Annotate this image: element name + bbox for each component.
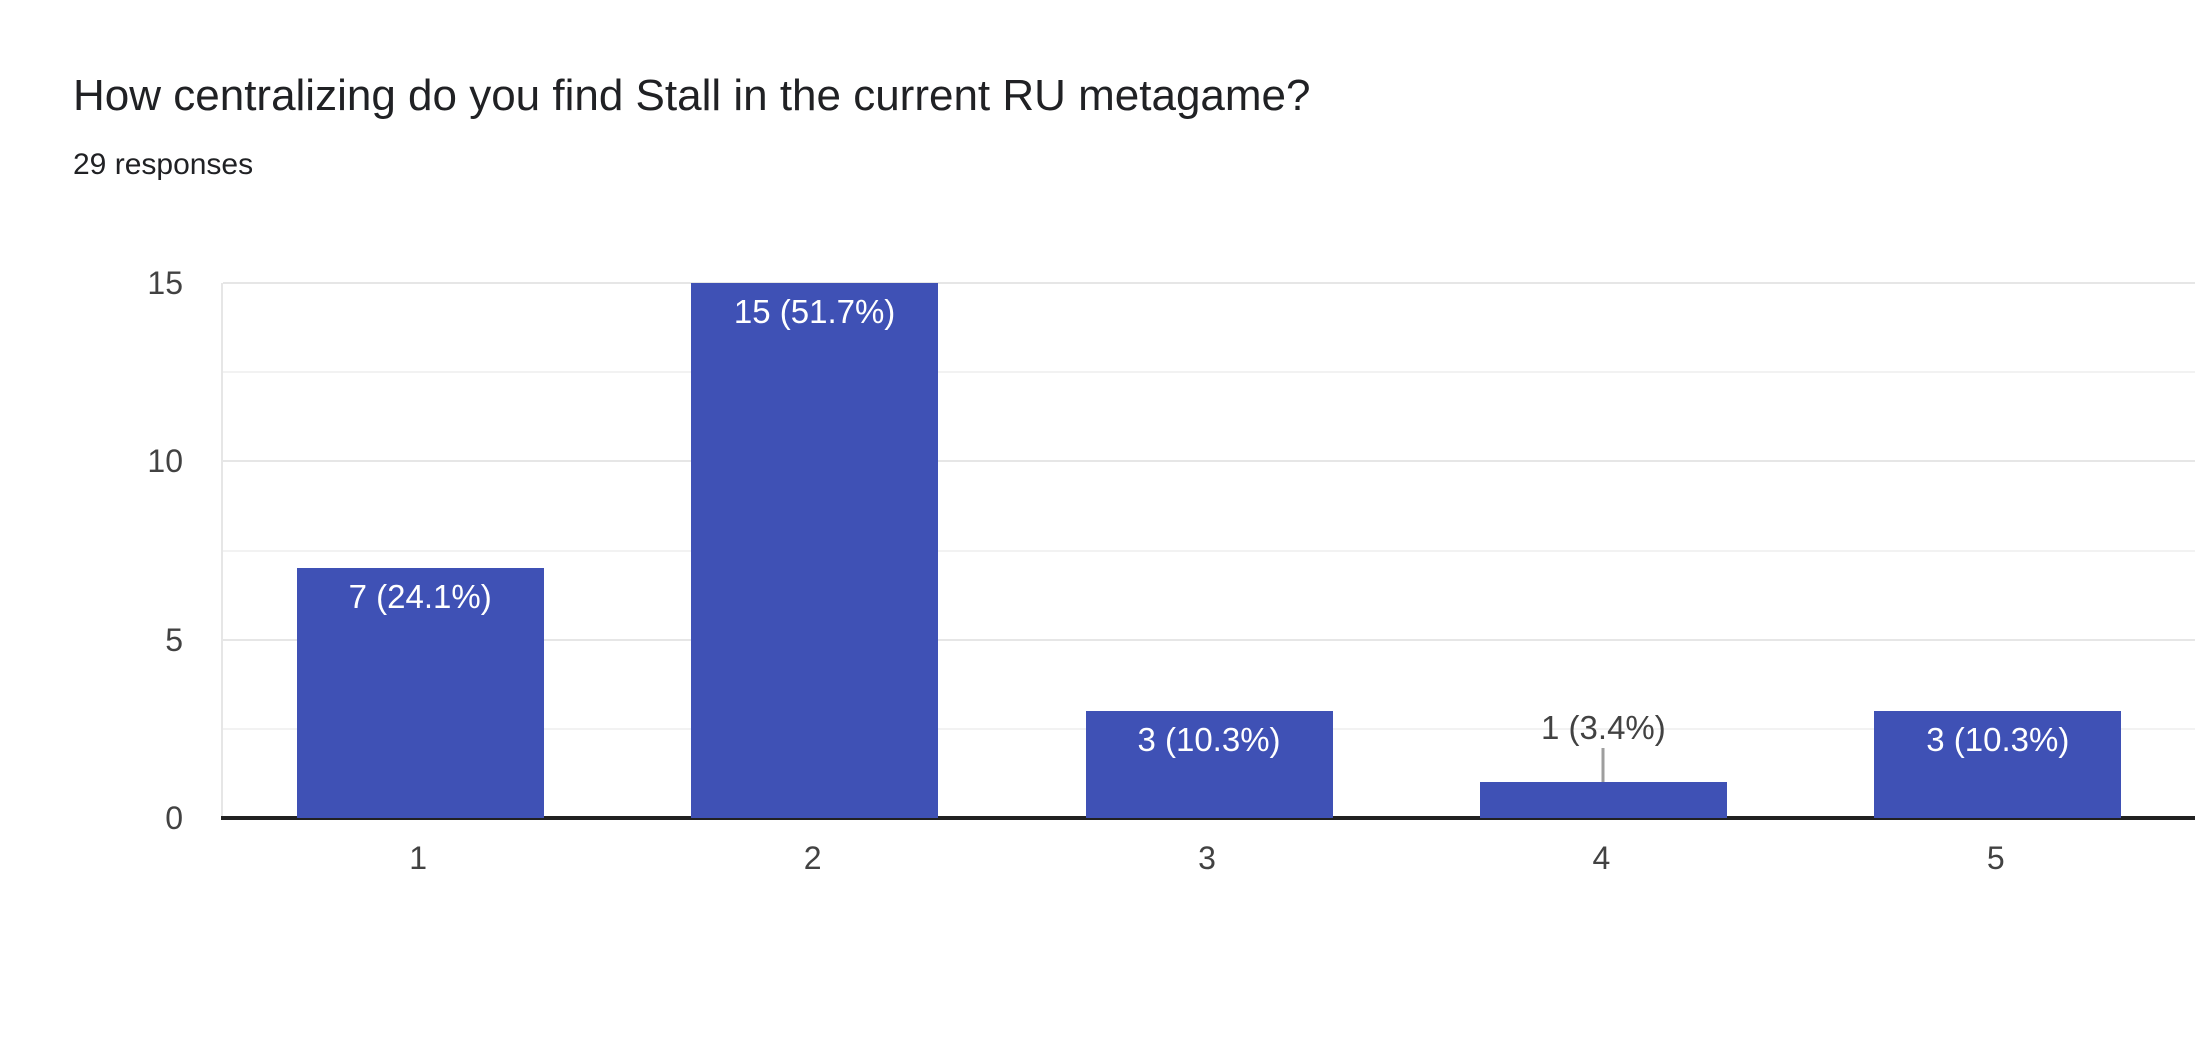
bar-label: 3 (10.3%) bbox=[1926, 721, 2070, 758]
bar-label: 7 (24.1%) bbox=[348, 578, 492, 616]
bar-label: 1 (3.4%) bbox=[1541, 709, 1666, 747]
bar: 15 (51.7%) bbox=[691, 283, 939, 818]
major-gridline bbox=[223, 282, 2195, 284]
major-gridline bbox=[223, 638, 2195, 641]
y-tick-label: 0 bbox=[165, 800, 183, 836]
x-tick-label: 5 bbox=[1986, 840, 2005, 876]
bar-callout-stem bbox=[1601, 748, 1605, 783]
bar-label: 15 (51.7%) bbox=[733, 293, 896, 330]
question-title: How centralizing do you find Stall in th… bbox=[73, 71, 1311, 120]
x-axis-baseline bbox=[221, 816, 2195, 820]
x-tick-label: 4 bbox=[1592, 840, 1611, 876]
bar bbox=[1479, 782, 1727, 818]
bar: 3 (10.3%) bbox=[1085, 711, 1333, 818]
bar-label: 3 (10.3%) bbox=[1137, 721, 1281, 758]
y-tick-label: 10 bbox=[147, 443, 183, 480]
minor-gridline bbox=[223, 371, 2195, 374]
major-gridline bbox=[223, 460, 2195, 463]
x-tick-label: 1 bbox=[409, 840, 428, 876]
y-tick-label: 15 bbox=[147, 265, 183, 301]
y-tick-label: 5 bbox=[165, 621, 183, 658]
minor-gridline bbox=[223, 549, 2195, 552]
x-tick-label: 3 bbox=[1198, 840, 1216, 876]
response-count: 29 responses bbox=[73, 148, 254, 181]
bar: 7 (24.1%) bbox=[296, 568, 544, 818]
plot-area: 7 (24.1%) 15 (51.7%) 3 (10.3%) 1 (3.4%) 3 (1… bbox=[221, 282, 2195, 820]
x-tick-label: 2 bbox=[803, 840, 822, 876]
bar: 3 (10.3%) bbox=[1874, 711, 2122, 818]
